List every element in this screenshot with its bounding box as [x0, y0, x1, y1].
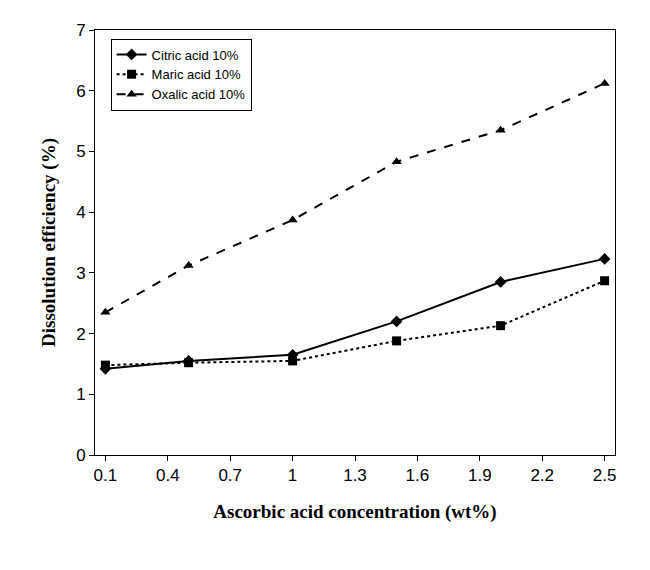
svg-text:6: 6	[76, 82, 85, 101]
svg-text:1: 1	[288, 466, 297, 485]
svg-text:Ascorbic acid concentration (w: Ascorbic acid concentration (wt%)	[213, 501, 496, 523]
svg-text:0.1: 0.1	[94, 466, 118, 485]
svg-text:5: 5	[76, 142, 85, 161]
svg-text:0.7: 0.7	[218, 466, 242, 485]
svg-text:1: 1	[76, 385, 85, 404]
svg-text:2: 2	[76, 325, 85, 344]
svg-text:2.5: 2.5	[593, 466, 617, 485]
svg-text:1.6: 1.6	[406, 466, 430, 485]
svg-text:1.9: 1.9	[468, 466, 492, 485]
svg-text:0: 0	[76, 446, 85, 465]
svg-text:2.2: 2.2	[530, 466, 554, 485]
svg-text:0.4: 0.4	[156, 466, 180, 485]
svg-text:4: 4	[76, 203, 85, 222]
svg-text:Oxalic acid 10%: Oxalic acid 10%	[152, 87, 246, 102]
svg-text:Citric acid 10%: Citric acid 10%	[152, 48, 239, 63]
svg-text:7: 7	[76, 21, 85, 40]
svg-text:Dissolution efficiency (%): Dissolution efficiency (%)	[38, 138, 60, 347]
svg-text:1.3: 1.3	[343, 466, 367, 485]
svg-text:Maric acid 10%: Maric acid 10%	[152, 67, 241, 82]
svg-text:3: 3	[76, 264, 85, 283]
